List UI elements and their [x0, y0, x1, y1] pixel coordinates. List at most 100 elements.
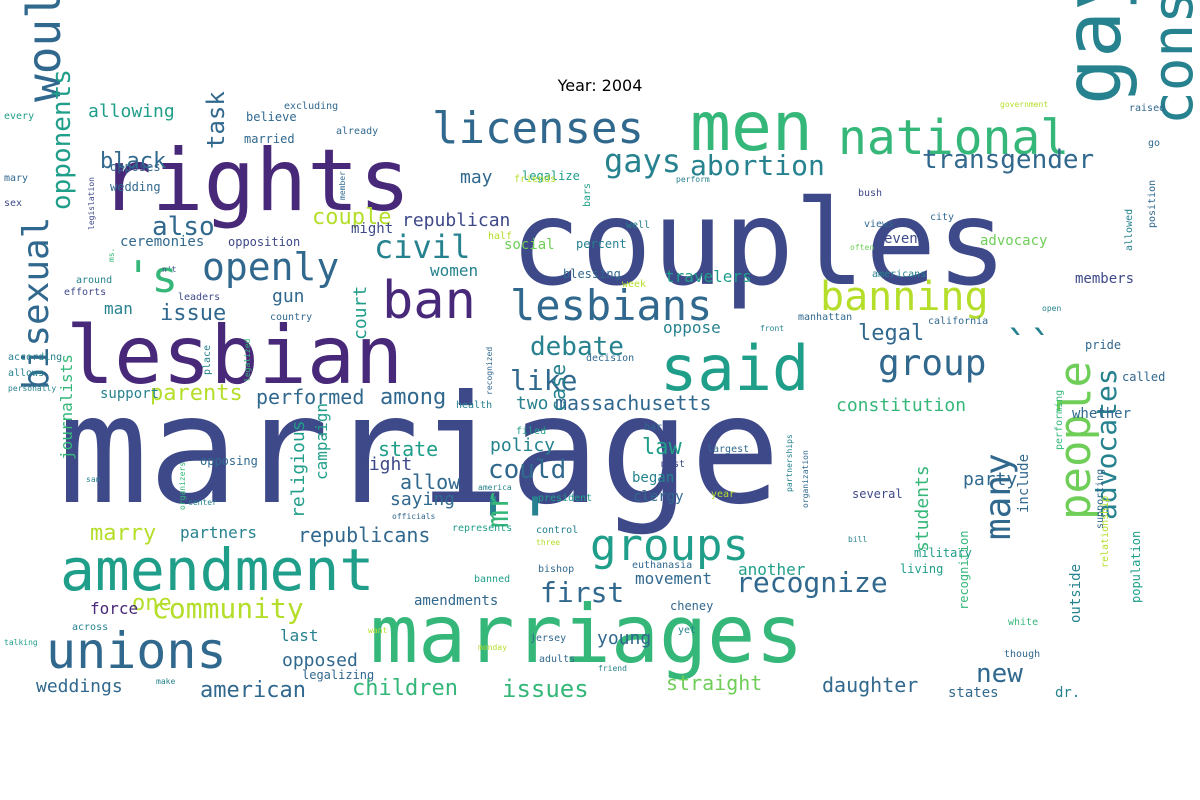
word-s-23: 's: [125, 252, 178, 303]
word-task-47: task: [202, 91, 230, 149]
word-whether-104: whether: [1072, 406, 1131, 422]
word-religious-76: religious: [288, 420, 309, 518]
word-began-106: began: [632, 470, 674, 486]
word-monday-187: monday: [478, 643, 507, 652]
word-year-169: year: [711, 489, 735, 500]
word-among-51: among: [380, 385, 446, 410]
word-performing-167: performing: [1054, 390, 1065, 450]
word-rights-3: rights: [100, 131, 411, 231]
word-force-82: force: [90, 599, 138, 618]
word-advocacy-102: advocacy: [980, 233, 1047, 249]
word-marry-52: marry: [90, 521, 156, 546]
word-mary-154: mary: [4, 173, 28, 184]
word-civil-29: civil: [374, 228, 470, 266]
word-clergy-107: clergy: [633, 489, 684, 505]
word-must-162: must: [661, 459, 685, 470]
word-leaders-127: leaders: [178, 292, 220, 303]
word-personally-132: personally: [8, 384, 56, 393]
word-case-64: case: [546, 364, 570, 412]
word-court-68: court: [350, 286, 371, 340]
word-government-124: government: [1000, 100, 1048, 109]
word-another-72: another: [738, 560, 806, 579]
word-city-148: city: [930, 212, 954, 223]
word-students-79: students: [912, 465, 933, 552]
word-straight-58: straight: [666, 671, 762, 695]
word-wedding-118: wedding: [110, 180, 161, 194]
word-amendments-89: amendments: [414, 593, 498, 609]
word-campaign-77: campaign: [312, 403, 331, 480]
word-dr-91: dr.: [1055, 685, 1080, 701]
word-oppose-88: oppose: [663, 318, 721, 337]
word-men-6: men: [690, 88, 813, 167]
word-raised-123: raised: [1129, 103, 1165, 114]
word-open-193: open: [1042, 304, 1061, 313]
word-center-191: center: [188, 498, 217, 507]
word-believe-115: believe: [246, 110, 297, 124]
word-largest-163: largest: [707, 444, 749, 455]
word-massachusetts-41: massachusetts: [555, 391, 712, 415]
word-yet-182: yet: [678, 625, 696, 636]
word-california-136: california: [928, 316, 988, 327]
word-nt-195: n't: [162, 265, 177, 274]
word-might-99: might: [351, 221, 393, 237]
word-every-122: every: [4, 111, 34, 122]
word-gay-5: gay: [1049, 0, 1139, 105]
word-legalized-159: legalized: [243, 338, 252, 382]
word-opponents-31: opponents: [47, 69, 77, 210]
word-policy-75: policy: [490, 435, 555, 456]
word-banned-176: banned: [474, 574, 510, 585]
word-may-73: may: [460, 167, 493, 188]
word-euthanasia-175: euthanasia: [632, 560, 692, 571]
word-lesbians-12: lesbians: [510, 281, 712, 330]
word-law-55: law: [642, 435, 682, 460]
word-couples-1: couples: [510, 174, 1007, 312]
word-community-32: community: [152, 592, 304, 625]
word-republicans-67: republicans: [298, 523, 430, 547]
word-across-184: across: [72, 622, 108, 633]
word-man-86: man: [104, 299, 133, 318]
word-blessing-119: blessing: [563, 267, 621, 281]
word-percent-120: percent: [576, 237, 627, 251]
word-several-105: several: [852, 487, 903, 501]
word-gays-26: gays: [604, 142, 681, 180]
word-saying-66: saying: [390, 489, 455, 510]
word-include-94: include: [1016, 454, 1032, 513]
word-support-95: support: [100, 386, 159, 402]
word-already-126: already: [336, 126, 378, 137]
word-officials-171: officials: [392, 512, 436, 521]
word-views-140: views: [864, 219, 894, 230]
word-bush-147: bush: [858, 188, 882, 199]
word-go-153: go: [1148, 138, 1160, 149]
word-sex-155: sex: [4, 198, 22, 209]
word-san-190: san: [86, 475, 101, 484]
word-right-65: right: [358, 454, 412, 475]
word-organization-165: organization: [801, 450, 810, 508]
word-decision-135: decision: [586, 353, 634, 364]
word-opposition-98: opposition: [228, 235, 300, 249]
word-said-8: said: [660, 332, 809, 405]
word-outside-92: outside: [1068, 564, 1084, 623]
word-health-133: health: [456, 400, 492, 411]
word-opposes-117: opposes: [110, 160, 161, 174]
word--24: ``: [1005, 324, 1053, 370]
word-national-10: national: [838, 110, 1069, 166]
word-perform-146: perform: [676, 175, 710, 184]
word-population-110: population: [1129, 531, 1143, 603]
word-constitution-59: constitution: [836, 395, 966, 416]
word-ceremonies-97: ceremonies: [120, 234, 204, 250]
word-bar-161: bar: [644, 422, 662, 433]
word-married-116: married: [244, 132, 295, 146]
word-pride-108: pride: [1085, 338, 1121, 352]
word-could-39: could: [488, 455, 566, 485]
word-member-157: member: [338, 171, 347, 200]
word-excluding-125: excluding: [284, 101, 338, 112]
word-many-22: many: [978, 453, 1019, 540]
word-cheney-113: cheney: [670, 599, 713, 613]
word-couple-49: couple: [312, 205, 391, 230]
word-jersey-177: jersey: [530, 633, 566, 644]
word-often-149: often: [850, 243, 874, 252]
word-bishop-174: bishop: [538, 564, 574, 575]
word-like-36: like: [510, 364, 577, 397]
word-front-139: front: [760, 324, 784, 333]
word-adults-178: adults: [539, 654, 575, 665]
